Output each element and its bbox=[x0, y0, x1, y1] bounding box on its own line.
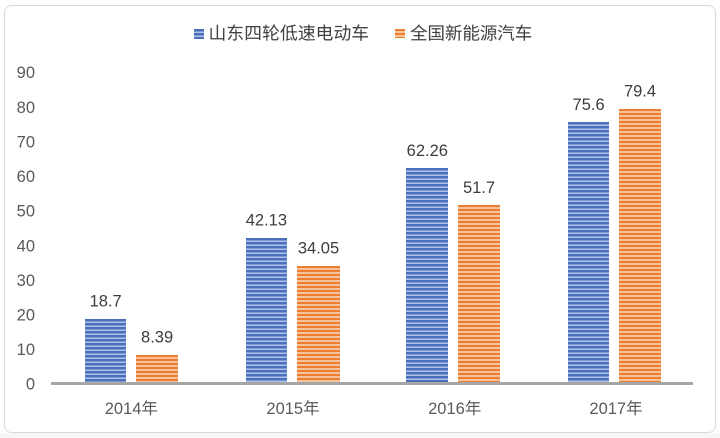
svg-text:62.26: 62.26 bbox=[407, 142, 448, 160]
svg-text:2014: 2014 bbox=[105, 400, 142, 418]
svg-text:80: 80 bbox=[17, 99, 35, 117]
svg-text:30: 30 bbox=[17, 272, 35, 290]
svg-text:2017: 2017 bbox=[589, 400, 626, 418]
svg-text:0: 0 bbox=[26, 376, 35, 394]
svg-text:90: 90 bbox=[17, 64, 35, 82]
svg-text:79.4: 79.4 bbox=[624, 83, 656, 101]
svg-text:50: 50 bbox=[17, 203, 35, 221]
svg-text:60: 60 bbox=[17, 168, 35, 186]
svg-text:10: 10 bbox=[17, 341, 35, 359]
svg-text:42.13: 42.13 bbox=[246, 212, 287, 230]
svg-text:40: 40 bbox=[17, 237, 35, 255]
svg-text:2016: 2016 bbox=[428, 400, 465, 418]
svg-text:51.7: 51.7 bbox=[463, 179, 495, 197]
svg-text:8.39: 8.39 bbox=[141, 329, 173, 347]
svg-text:34.05: 34.05 bbox=[298, 240, 339, 258]
svg-text:18.7: 18.7 bbox=[90, 293, 122, 311]
svg-text:20: 20 bbox=[17, 307, 35, 325]
svg-text:75.6: 75.6 bbox=[573, 96, 605, 114]
svg-text:70: 70 bbox=[17, 133, 35, 151]
svg-text:2015: 2015 bbox=[266, 400, 303, 418]
